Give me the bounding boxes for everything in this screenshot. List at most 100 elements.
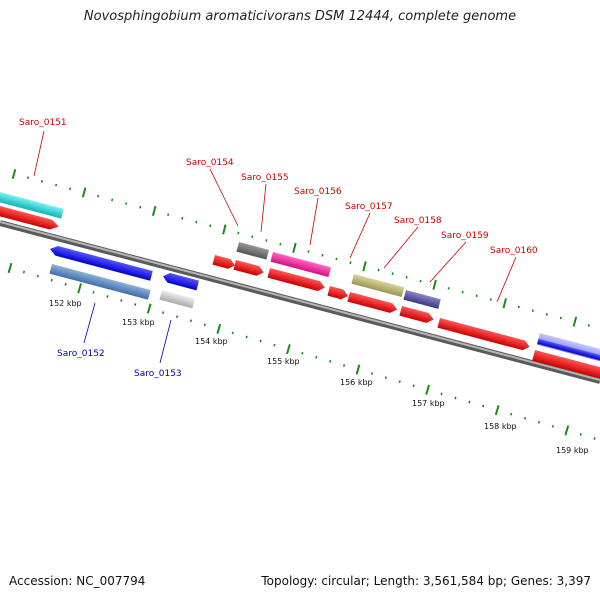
- tick-mark: [355, 364, 361, 375]
- tick-mark: [510, 412, 513, 416]
- gene-red-2[interactable]: [233, 260, 265, 277]
- gene-red-0[interactable]: [0, 204, 60, 231]
- gene-red-1[interactable]: [212, 255, 236, 270]
- label-saro-0151[interactable]: Saro_0151: [19, 118, 67, 128]
- label-saro-0160[interactable]: Saro_0160: [490, 246, 538, 256]
- tick-mark: [181, 216, 184, 220]
- label-saro-0157[interactable]: Saro_0157: [345, 202, 393, 212]
- gene-saro-0156[interactable]: [267, 268, 326, 292]
- tick-mark: [69, 187, 72, 191]
- tick-mark: [482, 404, 485, 408]
- tick-mark: [342, 364, 346, 367]
- tick-mark: [134, 303, 137, 306]
- tick-mark: [106, 295, 109, 298]
- tick-mark: [551, 424, 554, 428]
- tick-mark: [440, 392, 443, 396]
- tick-mark: [195, 220, 198, 224]
- tick-mark: [203, 323, 206, 327]
- tick-mark: [81, 187, 87, 198]
- tick-label-153: 153 kbp: [122, 318, 155, 327]
- tick-mark: [537, 420, 541, 424]
- tick-mark: [301, 351, 304, 355]
- gene-saro-0158[interactable]: [403, 290, 441, 309]
- tick-mark: [349, 261, 352, 265]
- tick-mark: [279, 242, 282, 246]
- tick-mark: [362, 261, 367, 272]
- tick-mark: [273, 343, 276, 347]
- gene-red-4[interactable]: [347, 292, 398, 314]
- tick-mark: [50, 278, 53, 282]
- tick-mark: [432, 279, 437, 290]
- label-saro-0156[interactable]: Saro_0156: [294, 187, 342, 197]
- tick-mark: [55, 183, 58, 187]
- tick-mark: [22, 270, 26, 274]
- label-saro-0152[interactable]: Saro_0152: [57, 349, 105, 359]
- gene-steel-blue[interactable]: [49, 264, 151, 300]
- tick-mark: [26, 176, 30, 180]
- tick-mark: [175, 315, 179, 319]
- tick-mark: [412, 384, 415, 388]
- topology-text: Topology: circular; Length: 3,561,584 bp…: [261, 574, 591, 588]
- tick-mark: [259, 339, 262, 343]
- tick-mark: [398, 380, 401, 384]
- tick-mark: [447, 287, 450, 290]
- tick-mark: [559, 316, 562, 320]
- tick-mark: [517, 305, 520, 309]
- label-saro-0159[interactable]: Saro_0159: [441, 231, 489, 241]
- tick-mark: [146, 303, 152, 314]
- tick-mark: [209, 224, 212, 228]
- gene-red-3[interactable]: [327, 286, 349, 301]
- tick-mark: [286, 344, 291, 355]
- tick-mark: [405, 275, 408, 279]
- tick-mark: [40, 179, 44, 183]
- tick-mark: [251, 235, 254, 239]
- tick-label-156: 156 kbp: [340, 378, 373, 387]
- label-saro-0154[interactable]: Saro_0154: [186, 158, 234, 168]
- accession-text: Accession: NC_007794: [9, 574, 146, 588]
- tick-mark: [162, 311, 165, 315]
- tick-dots: [7, 168, 596, 440]
- tick-mark: [461, 290, 464, 294]
- tick-mark: [36, 274, 39, 278]
- tick-label-155: 155 kbp: [267, 357, 300, 366]
- tick-mark: [391, 272, 394, 276]
- gene-red-5[interactable]: [532, 350, 600, 382]
- tick-mark: [593, 437, 596, 440]
- tick-mark: [216, 323, 222, 334]
- gene-saro-0160[interactable]: [437, 318, 530, 352]
- tick-mark: [231, 331, 234, 335]
- tick-mark: [321, 253, 324, 257]
- gene-saro-0159[interactable]: [399, 306, 434, 324]
- tick-mark: [579, 433, 582, 436]
- tick-mark: [475, 294, 478, 298]
- gene-saro-0152[interactable]: [49, 244, 153, 281]
- tick-label-152: 152 kbp: [49, 299, 82, 308]
- tick-mark: [120, 299, 123, 302]
- backbone: [0, 220, 600, 384]
- label-saro-0153[interactable]: Saro_0153: [134, 369, 182, 379]
- gene-lavender[interactable]: [536, 333, 600, 363]
- tick-mark: [64, 282, 67, 286]
- label-saro-0155[interactable]: Saro_0155: [241, 173, 289, 183]
- gene-blue-small[interactable]: [162, 271, 200, 291]
- tick-label-158: 158 kbp: [484, 422, 517, 431]
- tick-mark: [335, 257, 338, 261]
- gene-saro-0151[interactable]: [0, 190, 64, 219]
- tick-mark: [454, 396, 457, 400]
- gene-saro-0154[interactable]: [236, 242, 269, 260]
- gene-saro-0155[interactable]: [270, 252, 332, 277]
- gene-saro-0153[interactable]: [159, 290, 195, 309]
- tick-mark: [419, 279, 422, 283]
- tick-label-154: 154 kbp: [195, 337, 228, 346]
- tick-mark: [564, 425, 570, 436]
- gene-features: [0, 190, 600, 382]
- tick-mark: [245, 335, 248, 339]
- tick-mark: [11, 168, 17, 180]
- tick-mark: [425, 384, 430, 395]
- label-saro-0158[interactable]: Saro_0158: [394, 216, 442, 226]
- tick-mark: [77, 283, 82, 294]
- tick-mark: [125, 202, 128, 205]
- tick-mark: [97, 194, 100, 198]
- gene-saro-0157[interactable]: [351, 274, 405, 297]
